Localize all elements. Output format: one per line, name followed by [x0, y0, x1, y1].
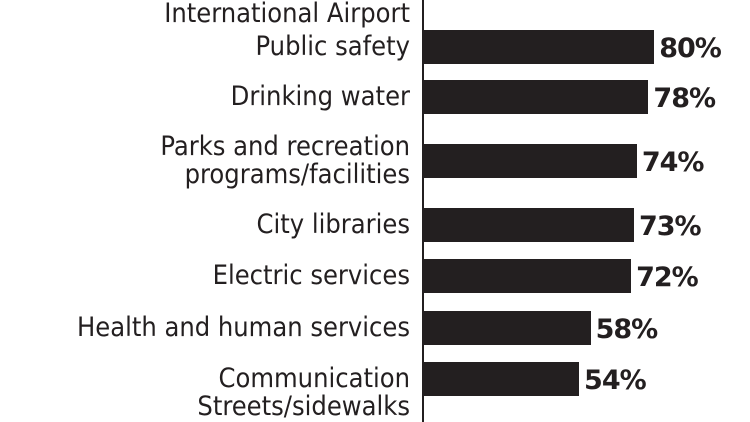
category-label: International Airport [164, 0, 410, 28]
category-label: Drinking water [231, 83, 410, 111]
category-label: Electric services [213, 262, 410, 290]
category-label-line: Parks and recreation [160, 131, 410, 162]
data-label: 72% [636, 262, 699, 293]
category-label: Communication [219, 365, 410, 393]
category-label: Public safety [256, 33, 411, 61]
data-label: 73% [638, 211, 702, 242]
category-label-line: Electric services [212, 260, 410, 291]
data-label: 80% [659, 33, 722, 64]
category-label-line: programs/facilities [184, 159, 410, 190]
category-label: Parks and recreation programs/facilities [160, 133, 410, 189]
bar [423, 362, 580, 396]
category-label-line: City libraries [256, 209, 410, 240]
data-label: 54% [584, 365, 647, 396]
data-label: 78% [653, 83, 716, 114]
bar [423, 208, 634, 242]
category-label: Streets/sidewalks [197, 393, 410, 421]
data-label: 58% [595, 314, 659, 345]
bar [423, 30, 655, 64]
bar [423, 144, 637, 178]
category-label-line: Streets/sidewalks [197, 391, 410, 422]
bar [423, 80, 649, 114]
data-label: 74% [641, 147, 705, 178]
category-label-line: Health and human services [76, 312, 410, 343]
bar [423, 259, 632, 293]
category-label-line: Drinking water [230, 81, 410, 112]
category-label: Health and human services [77, 314, 410, 342]
category-label-line: Communication [218, 363, 410, 394]
category-label: City libraries [257, 211, 410, 239]
bar [423, 311, 591, 345]
category-label-line: Public safety [255, 31, 411, 62]
category-label-line: International Airport [164, 0, 410, 29]
